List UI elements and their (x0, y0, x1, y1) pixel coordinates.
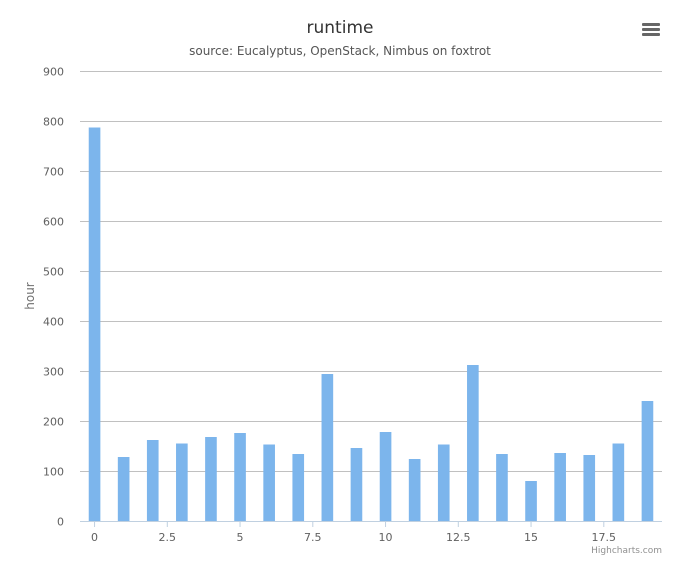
x-tick-label: 0 (91, 531, 98, 544)
x-axis-tick-labels: 0 2.5 5 7.5 10 12.5 15 17.5 (91, 531, 616, 544)
y-tick-label: 600 (43, 216, 64, 229)
y-tick-label: 400 (43, 316, 64, 329)
series-bars (88, 127, 654, 522)
bar[interactable] (554, 453, 566, 521)
bar[interactable] (292, 454, 305, 521)
y-tick-label: 800 (43, 116, 64, 129)
y-axis-title: hour (23, 282, 37, 310)
chart-title: runtime (307, 18, 374, 38)
x-tick-label: 5 (237, 531, 244, 544)
y-tick-label: 700 (43, 166, 64, 179)
x-tick-label: 2.5 (159, 531, 177, 544)
y-tick-label: 200 (43, 416, 64, 429)
y-tick-label: 300 (43, 366, 64, 379)
bar[interactable] (263, 444, 275, 522)
y-tick-label: 0 (57, 516, 64, 529)
x-tick-label: 17.5 (592, 531, 617, 544)
x-axis (80, 521, 662, 527)
x-tick-label: 15 (524, 531, 538, 544)
x-tick-label: 10 (379, 531, 393, 544)
bar[interactable] (641, 401, 654, 521)
bar[interactable] (205, 437, 217, 521)
bar[interactable] (117, 457, 130, 521)
bar[interactable] (408, 459, 421, 521)
bar[interactable] (321, 374, 334, 521)
chart-subtitle: source: Eucalyptus, OpenStack, Nimbus on… (189, 44, 491, 58)
context-menu-button[interactable] (636, 16, 666, 44)
bar[interactable] (467, 365, 479, 521)
credits-link[interactable]: Highcharts.com (591, 546, 662, 556)
x-tick-label: 7.5 (304, 531, 322, 544)
bar[interactable] (350, 448, 363, 521)
bar[interactable] (146, 440, 159, 521)
x-tick-label: 12.5 (446, 531, 471, 544)
bar[interactable] (525, 481, 537, 521)
bar[interactable] (583, 455, 596, 521)
bar[interactable] (379, 432, 392, 521)
y-tick-label: 100 (43, 466, 64, 479)
bar[interactable] (88, 127, 101, 522)
bar[interactable] (437, 444, 450, 522)
bar[interactable] (176, 443, 188, 522)
y-axis-tick-labels: 0 100 200 300 400 500 600 700 800 900 (43, 66, 64, 529)
hamburger-menu-icon (642, 23, 660, 36)
bar[interactable] (496, 454, 508, 521)
bar[interactable] (234, 433, 246, 521)
y-tick-label: 900 (43, 66, 64, 79)
bar[interactable] (612, 443, 625, 522)
y-tick-label: 500 (43, 266, 64, 279)
